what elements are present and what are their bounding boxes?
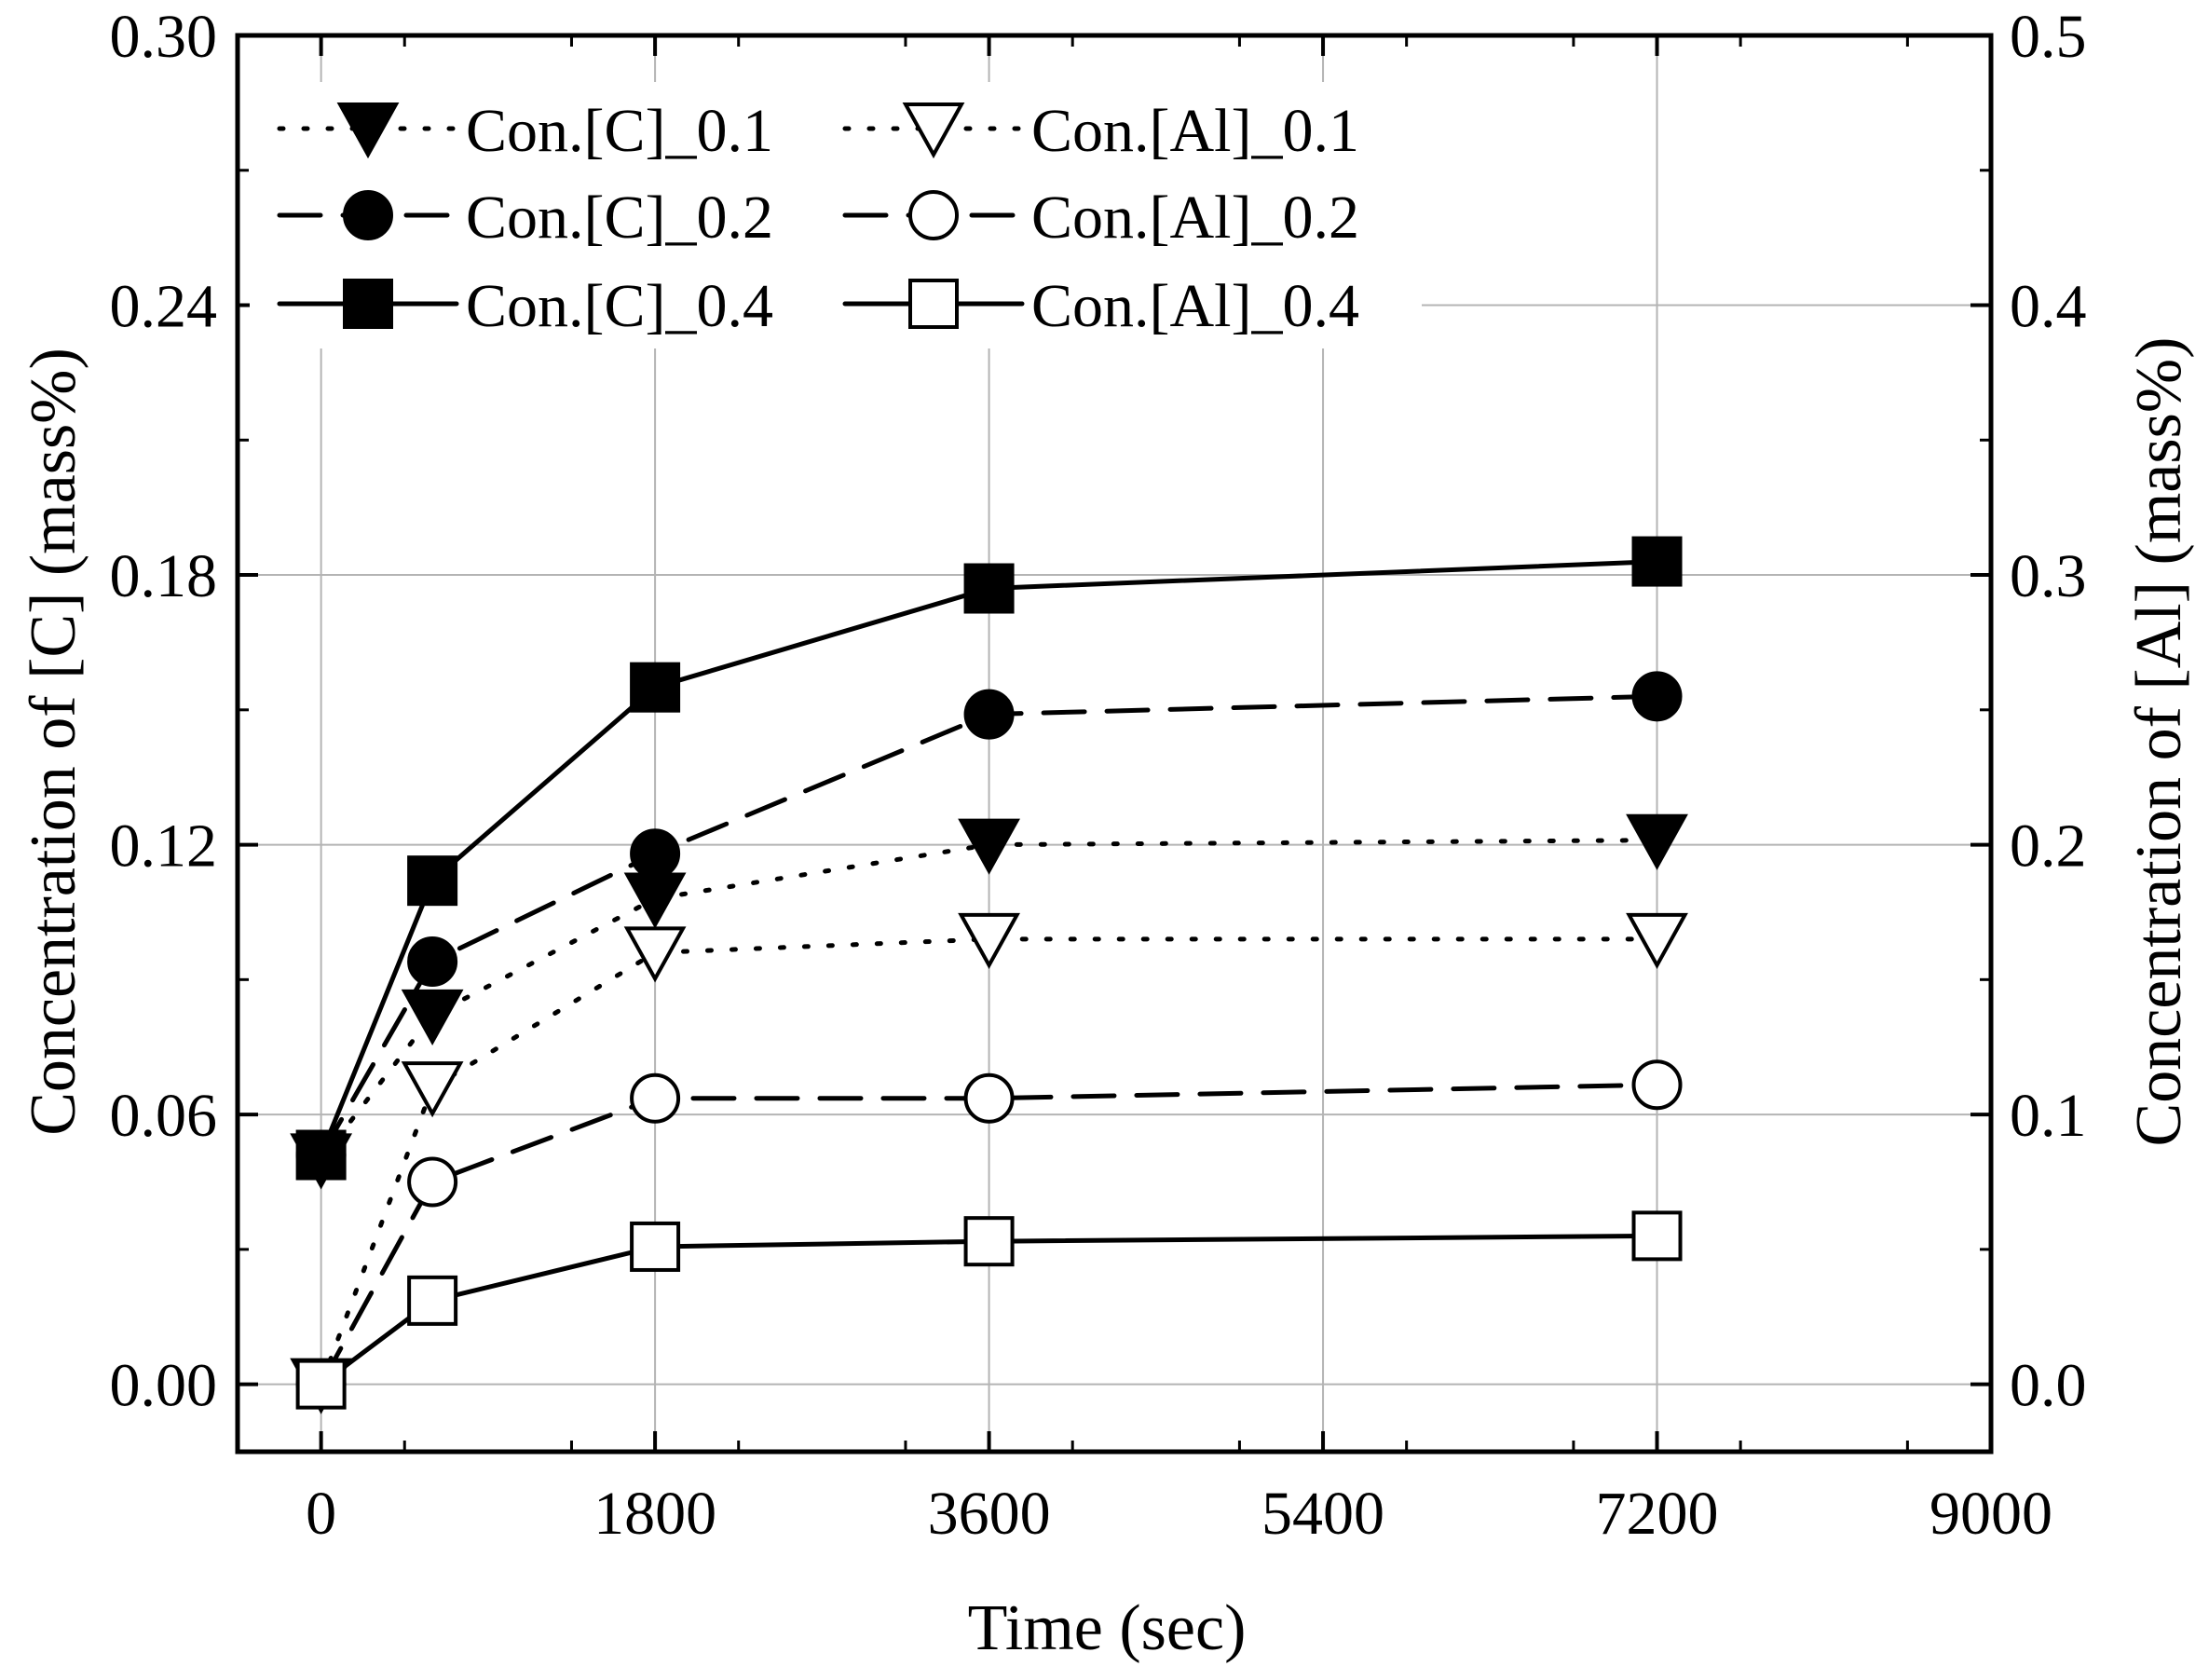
legend-marker-5 xyxy=(908,279,959,329)
legend-marker-3 xyxy=(908,190,959,240)
x-tick-label: 9000 xyxy=(1929,1480,2052,1548)
y-right-tick-label: 0.0 xyxy=(2010,1352,2087,1420)
data-point-series-4 xyxy=(295,1129,347,1181)
data-point-series-4 xyxy=(630,662,681,713)
y-right-tick-label: 0.3 xyxy=(2010,542,2087,610)
series-line-0 xyxy=(319,838,1659,1162)
data-point-series-5 xyxy=(1631,1210,1683,1262)
data-point-series-5 xyxy=(295,1359,347,1410)
data-point-series-5 xyxy=(407,1275,458,1326)
y-right-tick-label: 0.1 xyxy=(2010,1082,2087,1150)
data-point-series-3 xyxy=(1631,1059,1683,1111)
data-point-series-2 xyxy=(407,936,458,988)
data-point-series-5 xyxy=(963,1216,1015,1267)
x-tick-label: 1800 xyxy=(593,1480,716,1548)
data-point-series-4 xyxy=(407,855,458,907)
legend-label-2: Con.[C]_0.2 xyxy=(466,184,773,252)
legend-marker-2 xyxy=(343,190,393,240)
data-point-series-3 xyxy=(630,1072,681,1124)
y-axis-left-title: Concentration of [C] (mass%) xyxy=(18,348,89,1136)
data-point-series-3 xyxy=(963,1072,1015,1124)
legend-label-0: Con.[C]_0.1 xyxy=(466,97,773,165)
legend-label-5: Con.[Al]_0.4 xyxy=(1031,272,1359,340)
data-point-series-2 xyxy=(963,689,1015,740)
y-left-tick-label: 0.12 xyxy=(110,813,218,881)
data-point-series-2 xyxy=(630,828,681,880)
y-right-tick-label: 0.2 xyxy=(2010,813,2087,881)
series-group xyxy=(290,536,1688,1414)
axes: 0 1800 3600 5400 7200 9000 0.00 0.06 0.12 0.18 0.2… xyxy=(110,3,2087,1548)
legend: Con.[C]_0.1 Con.[Al]_0.1 Con.[C]_0.2 Con.[A… xyxy=(250,82,1422,348)
x-tick-label: 3600 xyxy=(928,1480,1051,1548)
legend-label-3: Con.[Al]_0.2 xyxy=(1031,184,1359,252)
legend-marker-4 xyxy=(343,279,393,329)
data-point-series-3 xyxy=(407,1156,458,1208)
x-tick-label: 5400 xyxy=(1261,1480,1384,1548)
data-point-series-2 xyxy=(1631,671,1683,722)
x-axis-title: Time (sec) xyxy=(968,1592,1247,1664)
data-point-series-1 xyxy=(1626,912,1688,970)
data-point-series-0 xyxy=(401,989,464,1046)
legend-marker-1 xyxy=(902,102,965,159)
legend-marker-0 xyxy=(336,102,400,159)
y-axis-right-title: Concentration of [Al] (mass%) xyxy=(2123,337,2195,1147)
data-point-series-1 xyxy=(401,1061,464,1118)
x-tick-label: 7200 xyxy=(1596,1480,1719,1548)
y-left-tick-label: 0.30 xyxy=(110,3,218,71)
y-left-tick-label: 0.18 xyxy=(110,542,218,610)
data-point-series-1 xyxy=(958,912,1020,970)
data-point-series-4 xyxy=(963,563,1015,614)
data-point-series-0 xyxy=(958,818,1020,875)
y-left-tick-label: 0.06 xyxy=(110,1082,218,1150)
plot-frame xyxy=(235,33,1994,1455)
data-point-series-0 xyxy=(1626,813,1688,870)
y-left-tick-label: 0.00 xyxy=(110,1352,218,1420)
legend-label-4: Con.[C]_0.4 xyxy=(466,272,773,340)
data-point-series-4 xyxy=(1631,536,1683,587)
x-tick-label: 0 xyxy=(306,1480,336,1548)
data-point-series-5 xyxy=(630,1221,681,1272)
y-right-tick-label: 0.5 xyxy=(2010,3,2087,71)
y-right-tick-label: 0.4 xyxy=(2010,273,2087,341)
legend-label-1: Con.[Al]_0.1 xyxy=(1031,97,1359,165)
y-left-tick-label: 0.24 xyxy=(110,273,218,341)
data-point-series-1 xyxy=(623,926,687,983)
